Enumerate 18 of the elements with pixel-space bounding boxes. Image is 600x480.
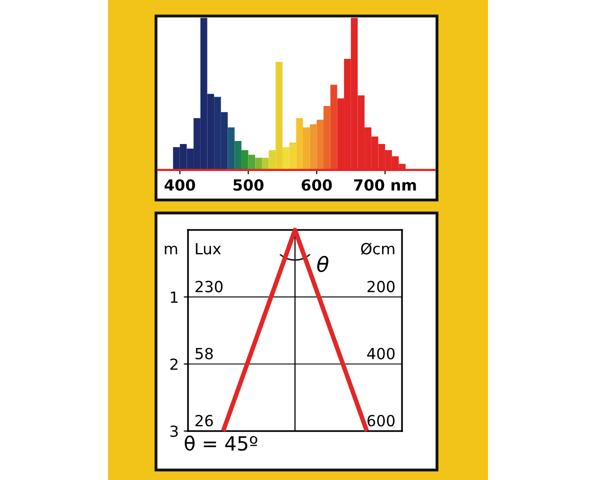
y-tick-label: 2 xyxy=(170,358,178,370)
y-axis-title: m xyxy=(164,246,178,254)
x-tick-label: 600 xyxy=(302,179,332,191)
annotation: θ xyxy=(317,256,328,272)
annotation: Lux xyxy=(196,243,221,254)
annotation: Øcm xyxy=(361,242,394,255)
x-tick-label: 400 xyxy=(164,179,196,191)
annotation: 400 xyxy=(367,348,395,360)
x-tick-label: 500 xyxy=(234,179,264,191)
annotation: 58 xyxy=(196,348,213,360)
annotation: 26 xyxy=(196,414,213,426)
annotation: 230 xyxy=(196,280,223,292)
text: θ = 45º xyxy=(184,436,258,451)
annotation: 600 xyxy=(367,414,395,426)
annotation: 200 xyxy=(368,280,395,292)
y-tick-label: 3 xyxy=(170,426,178,438)
y-tick-label: 1 xyxy=(170,292,178,303)
x-tick-label: 700 nm xyxy=(354,179,416,191)
